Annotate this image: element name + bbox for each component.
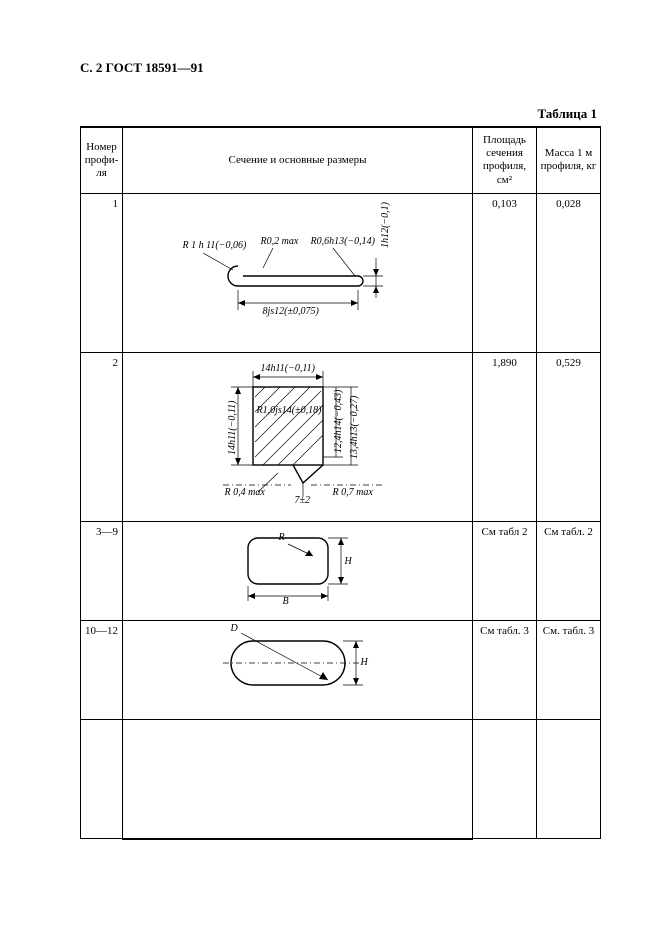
- profile-drawing: [123, 719, 473, 839]
- profile-number: 3—9: [81, 521, 123, 620]
- profile-mass: 0,028: [537, 193, 601, 352]
- profile-mass: [537, 719, 601, 839]
- profile-mass: См. табл. 3: [537, 620, 601, 719]
- dim-label: R 0,4 max: [225, 487, 265, 498]
- dim-label: B: [283, 596, 289, 607]
- dim-label: 13,4h13(−0,27): [349, 395, 360, 458]
- dim-label: H: [345, 556, 352, 567]
- dim-label: R: [279, 532, 285, 543]
- table-row: [81, 719, 601, 839]
- dim-label: R1,0js14(±0,18): [257, 405, 322, 416]
- profile-drawing: R H B: [123, 521, 473, 620]
- profile-number: 1: [81, 193, 123, 352]
- dim-label: 7±2: [295, 495, 311, 506]
- profile-number: 2: [81, 352, 123, 521]
- profile-area: См табл 2: [473, 521, 537, 620]
- dim-label: D: [231, 623, 238, 634]
- profile-number: [81, 719, 123, 839]
- dim-label: 14h11(−0,11): [227, 400, 238, 454]
- profile-area: 0,103: [473, 193, 537, 352]
- table-row: 2: [81, 352, 601, 521]
- table-row: 10—12 D: [81, 620, 601, 719]
- table-row: 1: [81, 193, 601, 352]
- dim-label: 1h12(−0,1): [380, 202, 391, 248]
- profile-area: 1,890: [473, 352, 537, 521]
- col-header-area: Площадь сечения профиля, см²: [473, 127, 537, 193]
- dim-label: R0,6h13(−0,14): [311, 236, 376, 247]
- dim-label: 8js12(±0,075): [263, 306, 319, 317]
- profile-mass: 0,529: [537, 352, 601, 521]
- profile-drawing: R 1 h 11(−0,06) R0,2 max R0,6h13(−0,14) …: [123, 193, 473, 352]
- table-label: Таблица 1: [80, 106, 601, 122]
- col-header-num: Номер профи-ля: [81, 127, 123, 193]
- table-row: 3—9: [81, 521, 601, 620]
- col-header-dwg: Сечение и основные размеры: [123, 127, 473, 193]
- dim-label: H: [361, 657, 368, 668]
- dim-label: R 1 h 11(−0,06): [183, 240, 247, 251]
- dim-label: 14h11(−0,11): [261, 363, 315, 374]
- dim-label: 12,4h14(−0,43): [333, 389, 344, 452]
- dim-label: R0,2 max: [261, 236, 299, 247]
- page-header: С. 2 ГОСТ 18591—91: [80, 60, 601, 76]
- dim-label: R 0,7 max: [333, 487, 373, 498]
- profile-drawing: 14h11(−0,11) R1,0js14(±0,18) 14h11(−0,11…: [123, 352, 473, 521]
- profile-area: См табл. 3: [473, 620, 537, 719]
- col-header-mass: Масса 1 м профиля, кг: [537, 127, 601, 193]
- profile-mass: См табл. 2: [537, 521, 601, 620]
- profile-area: [473, 719, 537, 839]
- profile-drawing: D H: [123, 620, 473, 719]
- profiles-table: Номер профи-ля Сечение и основные размер…: [80, 126, 601, 840]
- table-header-row: Номер профи-ля Сечение и основные размер…: [81, 127, 601, 193]
- profile-number: 10—12: [81, 620, 123, 719]
